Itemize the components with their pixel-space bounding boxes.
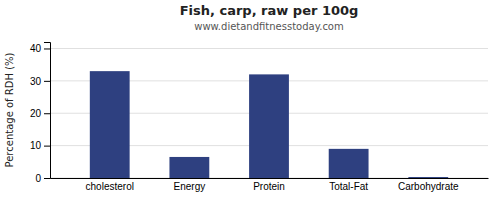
- y-tick: 40: [30, 43, 50, 54]
- y-tick-mark: [44, 48, 50, 49]
- plot-area: 0 10 20 30 40 cholesterol Energy Protein Total-F…: [30, 43, 489, 193]
- x-axis: cholesterol Energy Protein Total-Fat Carbohy…: [51, 179, 489, 193]
- subtitle: www.dietandfitnesstoday.com: [194, 21, 343, 32]
- y-tick-label: 20: [30, 108, 42, 119]
- chart: Fish, carp, raw per 100g www.dietandfitne…: [0, 0, 500, 200]
- x-tick-label: Total-Fat: [329, 181, 368, 192]
- y-tick-label: 30: [30, 76, 42, 87]
- x-tick-label: cholesterol: [86, 181, 134, 192]
- y-tick-mark: [44, 178, 50, 179]
- y-tick: 0: [35, 173, 50, 184]
- y-tick-label: 10: [30, 140, 42, 151]
- x-tick-label: Energy: [174, 181, 206, 192]
- y-tick-label: 40: [30, 43, 42, 54]
- x-tick-label: Protein: [253, 181, 285, 192]
- y-tick-mark: [44, 146, 50, 147]
- y-tick: 20: [30, 108, 50, 119]
- x-axis-line: [51, 178, 489, 179]
- x-tick: Total-Fat: [329, 181, 368, 192]
- bar: [169, 157, 209, 178]
- y-tick-mark: [44, 113, 50, 114]
- bars: [90, 71, 448, 178]
- title: Fish, carp, raw per 100g: [180, 3, 359, 18]
- y-axis-title: Percentage of RDH (%): [4, 52, 15, 167]
- y-tick: 10: [30, 140, 50, 151]
- y-tick-mark: [44, 81, 50, 82]
- y-tick-label: 0: [35, 173, 41, 184]
- x-tick: Carbohydrate: [398, 181, 459, 192]
- bar: [249, 74, 289, 178]
- y-tick: 30: [30, 76, 50, 87]
- x-tick: Protein: [253, 181, 285, 192]
- grid: [50, 48, 488, 178]
- y-axis: 0 10 20 30 40: [30, 43, 51, 184]
- x-tick: cholesterol: [86, 181, 134, 192]
- x-tick-label: Carbohydrate: [398, 181, 459, 192]
- bar: [329, 149, 369, 178]
- bar: [90, 71, 130, 178]
- x-tick: Energy: [174, 181, 206, 192]
- bar: [408, 177, 448, 178]
- grid-line: [50, 48, 488, 49]
- y-axis-line: [44, 43, 51, 179]
